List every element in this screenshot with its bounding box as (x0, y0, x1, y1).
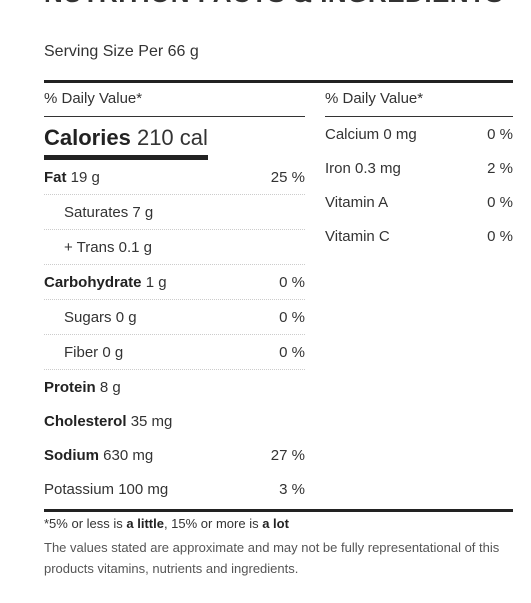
nutrient-label: Fat (44, 168, 67, 186)
nutrient-amount: 1 g (145, 273, 167, 291)
micronutrient-row-vitamin-c: Vitamin C 0 % (325, 219, 513, 253)
nutrient-amount: 0.1 g (118, 238, 152, 256)
section-title: NUTRITION FACTS & INGREDIENTS (44, 0, 503, 9)
calories-value: 210 cal (136, 125, 208, 150)
nutrient-percent: 27 % (270, 446, 305, 464)
nutrient-row-fiber: Fiber 0 g 0 % (44, 335, 305, 370)
nutrient-row-fat: Fat 19 g 25 % (44, 160, 305, 195)
micronutrient-percent: 0 % (487, 125, 513, 143)
micronutrient-label: Vitamin A (325, 193, 389, 211)
nutrient-row-sodium: Sodium 630 mg 27 % (44, 438, 305, 472)
nutrient-percent: 25 % (270, 168, 305, 186)
footnote-text: , 15% or more is (163, 516, 263, 531)
nutrient-amount: 7 g (132, 203, 154, 221)
micronutrient-row-iron: Iron 0.3 mg 2 % (325, 151, 513, 185)
nutrient-label: + Trans (64, 238, 115, 256)
nutrient-row-potassium: Potassium 100 mg 3 % (44, 472, 305, 506)
nutrient-percent: 3 % (279, 480, 305, 498)
footnote-text: *5% or less is (44, 516, 127, 531)
macronutrient-column: % Daily Value* Calories 210 cal Fat 19 g… (44, 90, 305, 506)
disclaimer-text: The values stated are approximate and ma… (44, 540, 500, 576)
nutrient-label: Sodium (44, 446, 99, 464)
footnote-emphasis-little: a little (126, 516, 164, 531)
nutrient-row-carbohydrate: Carbohydrate 1 g 0 % (44, 265, 305, 300)
calories-row: Calories 210 cal (44, 125, 208, 160)
nutrient-row-saturates: Saturates 7 g (44, 195, 305, 230)
daily-value-header: % Daily Value* (325, 90, 513, 117)
nutrient-amount: 35 mg (130, 412, 173, 430)
micronutrient-label: Vitamin C (325, 227, 390, 245)
bottom-divider (44, 509, 513, 512)
serving-size: Serving Size Per 66 g (44, 43, 199, 60)
micronutrient-percent: 2 % (487, 159, 513, 177)
micronutrient-column: % Daily Value* Calcium 0 mg 0 % Iron 0.3… (325, 90, 513, 253)
nutrient-row-protein: Protein 8 g (44, 370, 305, 404)
nutrient-row-trans: + Trans 0.1 g (44, 230, 305, 265)
nutrient-row-cholesterol: Cholesterol 35 mg (44, 404, 305, 438)
nutrient-amount: 100 mg (118, 480, 169, 498)
micronutrient-row-calcium: Calcium 0 mg 0 % (325, 117, 513, 151)
micronutrient-percent: 0 % (487, 193, 513, 211)
micronutrient-row-vitamin-a: Vitamin A 0 % (325, 185, 513, 219)
nutrient-amount: 19 g (70, 168, 100, 186)
top-divider (44, 80, 513, 83)
nutrient-amount: 8 g (99, 378, 121, 396)
nutrient-label: Cholesterol (44, 412, 127, 430)
footnote-emphasis-lot: a lot (262, 516, 289, 531)
nutrient-row-sugars: Sugars 0 g 0 % (44, 300, 305, 335)
micronutrient-percent: 0 % (487, 227, 513, 245)
nutrient-amount: 0 g (102, 343, 124, 361)
nutrient-label: Protein (44, 378, 96, 396)
nutrient-label: Fiber (64, 343, 99, 361)
micronutrient-label: Calcium 0 mg (325, 125, 417, 143)
nutrient-amount: 0 g (115, 308, 137, 326)
nutrient-label: Saturates (64, 203, 129, 221)
nutrient-percent: 0 % (279, 273, 305, 291)
calories-label: Calories (44, 125, 131, 150)
daily-value-footnote: *5% or less is a little, 15% or more is … (44, 516, 289, 531)
nutrient-label: Potassium (44, 480, 115, 498)
nutrient-label: Sugars (64, 308, 112, 326)
nutrient-percent: 0 % (279, 308, 305, 326)
nutrient-label: Carbohydrate (44, 273, 142, 291)
daily-value-header: % Daily Value* (44, 90, 305, 117)
nutrient-percent: 0 % (279, 343, 305, 361)
nutrient-amount: 630 mg (103, 446, 154, 464)
micronutrient-label: Iron 0.3 mg (325, 159, 401, 177)
